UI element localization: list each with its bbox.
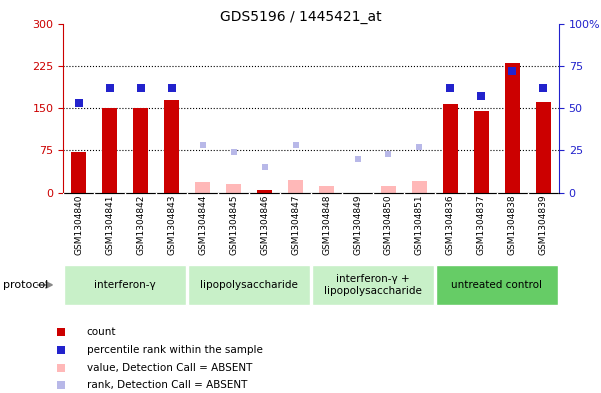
Text: GSM1304848: GSM1304848	[322, 195, 331, 255]
Text: GSM1304842: GSM1304842	[136, 195, 145, 255]
Text: GSM1304846: GSM1304846	[260, 195, 269, 255]
Bar	[312, 264, 435, 305]
Text: GSM1304843: GSM1304843	[167, 195, 176, 255]
Bar	[133, 108, 148, 193]
Text: GSM1304838: GSM1304838	[508, 195, 517, 255]
Bar	[412, 181, 427, 193]
Text: GSM1304851: GSM1304851	[415, 195, 424, 255]
Bar	[188, 264, 310, 305]
Bar	[319, 186, 334, 193]
Text: interferon-γ +
lipopolysaccharide: interferon-γ + lipopolysaccharide	[324, 274, 422, 296]
Text: GSM1304841: GSM1304841	[105, 195, 114, 255]
Text: GSM1304840: GSM1304840	[74, 195, 83, 255]
Bar	[474, 111, 489, 193]
Text: rank, Detection Call = ABSENT: rank, Detection Call = ABSENT	[87, 380, 247, 390]
Text: GSM1304847: GSM1304847	[291, 195, 300, 255]
Text: GSM1304845: GSM1304845	[229, 195, 238, 255]
Text: GSM1304837: GSM1304837	[477, 195, 486, 255]
Text: GSM1304844: GSM1304844	[198, 195, 207, 255]
Bar	[64, 264, 186, 305]
Bar	[381, 186, 396, 193]
Bar	[443, 104, 458, 193]
Text: GDS5196 / 1445421_at: GDS5196 / 1445421_at	[220, 10, 381, 24]
Text: untreated control: untreated control	[451, 280, 543, 290]
Text: GSM1304850: GSM1304850	[384, 195, 393, 255]
Text: protocol: protocol	[3, 280, 48, 290]
Text: GSM1304836: GSM1304836	[446, 195, 455, 255]
Text: value, Detection Call = ABSENT: value, Detection Call = ABSENT	[87, 363, 252, 373]
Bar	[535, 103, 551, 193]
Text: interferon-γ: interferon-γ	[94, 280, 156, 290]
Text: GSM1304849: GSM1304849	[353, 195, 362, 255]
Bar	[195, 182, 210, 193]
Text: count: count	[87, 327, 116, 337]
Bar	[102, 108, 117, 193]
Text: lipopolysaccharide: lipopolysaccharide	[200, 280, 298, 290]
Bar	[71, 152, 87, 193]
Bar	[288, 180, 304, 193]
Bar	[436, 264, 558, 305]
Bar	[257, 190, 272, 193]
Bar	[226, 184, 241, 193]
Text: percentile rank within the sample: percentile rank within the sample	[87, 345, 263, 355]
Bar	[164, 99, 179, 193]
Text: GSM1304839: GSM1304839	[539, 195, 548, 255]
Bar	[505, 63, 520, 193]
